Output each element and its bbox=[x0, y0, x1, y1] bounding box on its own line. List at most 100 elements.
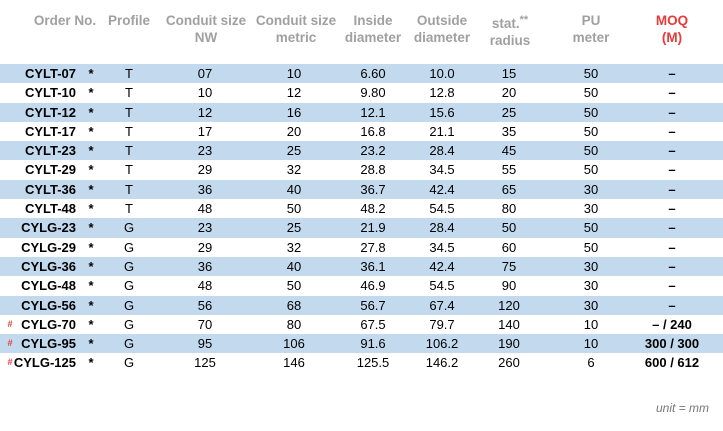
row-moq: – / 240 bbox=[652, 316, 692, 332]
row-asterisk: * bbox=[88, 143, 94, 159]
table-row: CYLT-48 * T 48 50 48.2 54.5 80 30 – bbox=[0, 199, 723, 218]
table-row: CYLT-23 * T 23 25 23.2 28.4 45 50 – bbox=[0, 141, 723, 161]
row-stat-radius: 90 bbox=[501, 278, 517, 294]
row-conduit-nw: 70 bbox=[197, 316, 213, 332]
row-order-no: CYLT-36 bbox=[24, 181, 76, 197]
header-pu-meter: PU meter bbox=[562, 12, 620, 46]
row-outside-diameter: 54.5 bbox=[429, 201, 455, 217]
row-stat-radius: 20 bbox=[501, 85, 517, 101]
row-stat-radius: 80 bbox=[501, 201, 517, 217]
unit-note: unit = mm bbox=[655, 401, 709, 415]
row-conduit-metric: 25 bbox=[286, 143, 302, 159]
table-body: CYLT-07 * T 07 10 6.60 10.0 15 50 – CYLT-10 * T 10 12 9… bbox=[0, 64, 723, 373]
row-outside-diameter: 67.4 bbox=[429, 297, 455, 313]
row-profile: G bbox=[123, 316, 135, 332]
row-asterisk: * bbox=[88, 201, 94, 217]
row-conduit-metric: 25 bbox=[286, 220, 302, 236]
row-order-no: CYLG-125 bbox=[13, 355, 76, 371]
row-stat-radius: 55 bbox=[501, 162, 517, 178]
row-conduit-metric: 20 bbox=[286, 123, 302, 139]
table-row: CYLG-29 * G 29 32 27.8 34.5 60 50 – bbox=[0, 238, 723, 257]
header-profile: Profile bbox=[100, 12, 158, 29]
row-order-no: CYLG-36 bbox=[21, 258, 76, 274]
table-row: CYLG-48 * G 48 50 46.9 54.5 90 30 – bbox=[0, 276, 723, 295]
row-asterisk: * bbox=[88, 316, 94, 332]
row-hash-mark: # bbox=[7, 357, 13, 368]
header-moq-line2: (M) bbox=[661, 30, 683, 45]
row-asterisk: * bbox=[88, 258, 94, 274]
header-inside-diameter: Inside diameter bbox=[340, 12, 406, 46]
row-inside-diameter: 67.5 bbox=[360, 316, 386, 332]
row-asterisk: * bbox=[88, 278, 94, 294]
row-inside-diameter: 21.9 bbox=[360, 220, 386, 236]
row-outside-diameter: 21.1 bbox=[429, 123, 455, 139]
row-outside-diameter: 12.8 bbox=[429, 85, 455, 101]
row-outside-diameter: 79.7 bbox=[429, 316, 455, 332]
row-asterisk: * bbox=[88, 336, 94, 352]
row-pu-meter: 30 bbox=[583, 278, 599, 294]
row-pu-meter: 30 bbox=[583, 297, 599, 313]
row-asterisk: * bbox=[88, 162, 94, 178]
row-conduit-nw: 56 bbox=[197, 297, 213, 313]
row-stat-radius: 140 bbox=[498, 316, 520, 332]
row-inside-diameter: 23.2 bbox=[360, 143, 386, 159]
row-inside-diameter: 56.7 bbox=[360, 297, 386, 313]
header-outside-line1: Outside bbox=[416, 13, 468, 28]
row-conduit-nw: 23 bbox=[197, 143, 213, 159]
row-stat-radius: 45 bbox=[501, 143, 517, 159]
row-pu-meter: 30 bbox=[583, 201, 599, 217]
row-outside-diameter: 146.2 bbox=[425, 355, 459, 371]
row-moq: – bbox=[668, 239, 676, 255]
table-row: CYLT-07 * T 07 10 6.60 10.0 15 50 – bbox=[0, 64, 723, 84]
row-outside-diameter: 15.6 bbox=[429, 104, 455, 120]
row-moq: – bbox=[668, 297, 676, 313]
row-order-no: CYLT-07 bbox=[24, 66, 76, 81]
row-order-no: CYLT-10 bbox=[24, 85, 76, 101]
table-row: # CYLG-70 * G 70 80 67.5 79.7 140 10 – / 240 bbox=[0, 315, 723, 334]
row-moq: – bbox=[668, 220, 676, 236]
row-conduit-metric: 68 bbox=[286, 297, 302, 313]
row-outside-diameter: 42.4 bbox=[429, 181, 455, 197]
header-radius-stars: ** bbox=[519, 14, 529, 26]
row-asterisk: * bbox=[88, 66, 94, 81]
header-pu-line1: PU bbox=[581, 13, 601, 28]
row-conduit-nw: 07 bbox=[197, 66, 213, 81]
row-asterisk: * bbox=[88, 239, 94, 255]
row-profile: G bbox=[123, 239, 135, 255]
table-row: # CYLG-95 * G 95 106 91.6 106.2 190 10 300 / 300 bbox=[0, 334, 723, 354]
header-inside-line1: Inside bbox=[353, 13, 393, 28]
row-conduit-nw: 29 bbox=[197, 239, 213, 255]
row-pu-meter: 10 bbox=[583, 316, 599, 332]
row-conduit-metric: 50 bbox=[286, 278, 302, 294]
row-conduit-nw: 125 bbox=[194, 355, 216, 371]
header-conduit-metric-line2: metric bbox=[275, 30, 317, 45]
row-pu-meter: 10 bbox=[583, 336, 599, 352]
row-profile: T bbox=[125, 143, 133, 159]
row-moq: – bbox=[668, 201, 676, 217]
row-conduit-metric: 16 bbox=[286, 104, 302, 120]
row-conduit-nw: 48 bbox=[197, 201, 213, 217]
header-order-no-label: Order No. bbox=[33, 13, 97, 28]
header-moq-line1: MOQ bbox=[655, 13, 689, 28]
row-moq: 300 / 300 bbox=[644, 336, 700, 352]
row-order-no: CYLG-56 bbox=[21, 297, 76, 313]
row-pu-meter: 50 bbox=[583, 239, 599, 255]
row-profile: G bbox=[123, 258, 135, 274]
row-stat-radius: 120 bbox=[498, 297, 520, 313]
row-pu-meter: 30 bbox=[583, 258, 599, 274]
row-profile: T bbox=[125, 162, 133, 178]
row-moq: – bbox=[668, 123, 676, 139]
table-row: CYLT-10 * T 10 12 9.80 12.8 20 50 – bbox=[0, 83, 723, 102]
table-row: CYLT-36 * T 36 40 36.7 42.4 65 30 – bbox=[0, 179, 723, 200]
header-radius-line2: radius bbox=[489, 33, 531, 48]
row-conduit-nw: 23 bbox=[197, 220, 213, 236]
row-profile: G bbox=[123, 297, 135, 313]
header-outside-diameter: Outside diameter bbox=[408, 12, 476, 46]
header-stat-radius: stat.** radius bbox=[480, 6, 540, 49]
row-conduit-nw: 17 bbox=[197, 123, 213, 139]
row-inside-diameter: 16.8 bbox=[360, 123, 386, 139]
row-outside-diameter: 28.4 bbox=[429, 143, 455, 159]
row-order-no: CYLT-48 bbox=[24, 201, 76, 217]
row-stat-radius: 75 bbox=[501, 258, 517, 274]
row-inside-diameter: 36.7 bbox=[360, 181, 386, 197]
